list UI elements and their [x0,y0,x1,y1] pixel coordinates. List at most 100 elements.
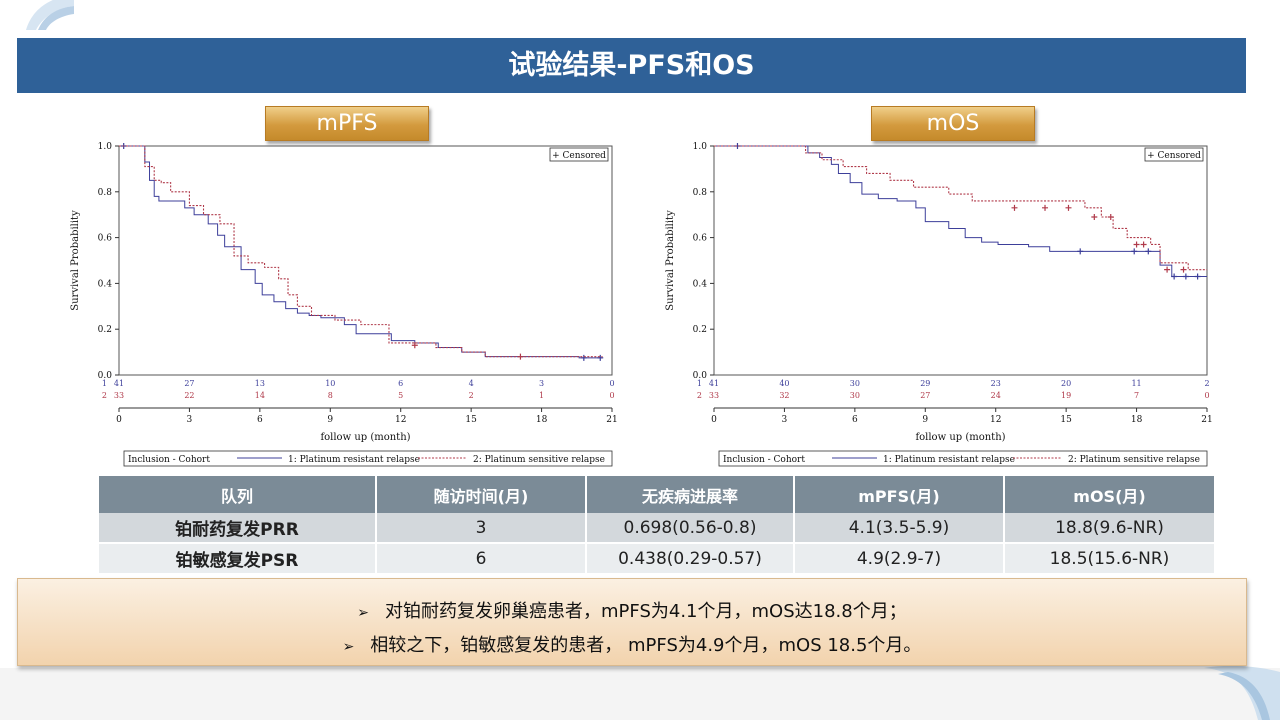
censored-legend [549,147,609,162]
at-risk-count: 41 [114,379,124,388]
y-tick-label: 0.2 [693,325,707,335]
censored-legend-label: + Censored [552,151,606,161]
legend-title: Inclusion - Cohort [128,455,210,465]
mos-tag: mOS [871,106,1035,141]
page-title: 试验结果-PFS和OS [17,38,1246,93]
censored-legend [1144,147,1204,162]
censored-mark [580,354,587,361]
censored-mark [1131,248,1138,255]
at-risk-count: 27 [920,391,930,400]
series-legend [718,450,1208,467]
km-line-series-1 [119,145,603,359]
header-mpfs: mPFS(月) [794,476,1005,513]
censored-mark [411,342,418,349]
legend-label: 1: Platinum resistant relapse [288,455,420,465]
censored-mark [517,353,524,360]
censored-mark [1180,266,1187,273]
x-tick-label: 3 [782,415,788,425]
header-cohort: 队列 [99,476,377,513]
x-tick-label: 21 [1201,415,1212,425]
at-risk-count: 7 [1134,391,1139,400]
at-risk-count: 24 [991,391,1001,400]
cell-mpfs: 4.9(2.9-7) [794,543,1005,573]
summary-line: ➢ 相较之下，铂敏感复发的患者， mPFS为4.9个月，mOS 18.5个月。 [18,631,1246,657]
censored-mark [1140,241,1147,248]
censored-mark [1145,248,1152,255]
censored-mark [1171,273,1178,280]
x-tick-label: 6 [852,415,858,425]
table-row: 铂敏感复发PSR 6 0.438(0.29-0.57) 4.9(2.9-7) 1… [99,543,1214,573]
cell-mos: 18.5(15.6-NR) [1004,543,1214,573]
y-tick-label: 0.6 [693,234,708,244]
footer-band [0,668,1280,720]
at-risk-count: 29 [920,379,930,388]
y-tick-label: 0.8 [98,188,113,198]
legend-label: 2: Platinum sensitive relapse [473,455,605,465]
censored-mark [1133,241,1140,248]
at-risk-count: 2 [469,391,474,400]
x-tick-label: 9 [327,415,333,425]
km-line-series-1 [714,145,1207,278]
censored-mark [1194,273,1201,280]
censored-mark [1164,266,1171,273]
header-pfs-rate: 无疾病进展率 [586,476,795,513]
x-axis-label: follow up (month) [320,432,410,443]
y-tick-label: 0.4 [693,279,708,289]
censored-mark [597,354,604,361]
legend-label: 2: Platinum sensitive relapse [1068,455,1200,465]
censored-mark [1182,273,1189,280]
x-axis-label: follow up (month) [915,432,1005,443]
cell-pfs-rate: 0.698(0.56-0.8) [586,513,795,544]
at-risk-count: 6 [398,379,403,388]
header-mos: mOS(月) [1004,476,1214,513]
at-risk-count: 30 [850,379,860,388]
at-risk-count: 11 [1131,379,1141,388]
corner-decoration-bottom [1204,665,1280,720]
y-tick-label: 1.0 [693,142,708,152]
x-tick-label: 12 [990,415,1001,425]
at-risk-count: 41 [709,379,719,388]
legend-label: 1: Platinum resistant relapse [883,455,1015,465]
at-risk-count: 8 [328,391,333,400]
at-risk-count: 3 [539,379,544,388]
y-tick-label: 0.6 [98,234,113,244]
series-legend [123,450,613,467]
cell-mos: 18.8(9.6-NR) [1004,513,1214,544]
at-risk-count: 40 [779,379,789,388]
x-tick-label: 12 [395,415,406,425]
x-tick-label: 15 [465,415,477,425]
arrow-bullet-icon: ➢ [357,605,370,621]
x-tick-label: 18 [1131,415,1143,425]
x-tick-label: 0 [116,415,122,425]
cell-cohort: 铂敏感复发PSR [99,543,377,573]
censored-mark [1107,213,1114,220]
cell-followup: 3 [376,513,587,544]
at-risk-count: 27 [184,379,194,388]
censored-mark [1077,248,1084,255]
km-chart-os: 0.0 0.2 0.4 0.6 0.8 1.0 Survival Probability + … [657,138,1217,474]
km-chart-os-svg: 0.0 0.2 0.4 0.6 0.8 1.0 Survival Probability + … [665,142,1213,467]
table-header-row: 队列 随访时间(月) 无疾病进展率 mPFS(月) mOS(月) [99,476,1214,513]
at-risk-count: 2 [1204,379,1209,388]
summary-line: ➢ 对铂耐药复发卵巢癌患者，mPFS为4.1个月，mOS达18.8个月； [18,597,1246,623]
x-tick-label: 0 [711,415,717,425]
at-risk-row-label: 2 [102,391,107,400]
at-risk-count: 14 [255,391,265,400]
summary-box: ➢ 对铂耐药复发卵巢癌患者，mPFS为4.1个月，mOS达18.8个月； ➢ 相较之… [17,578,1247,666]
table-row: 铂耐药复发PRR 3 0.698(0.56-0.8) 4.1(3.5-5.9) … [99,513,1214,544]
at-risk-row-label: 1 [102,379,107,388]
x-tick-label: 18 [536,415,548,425]
legend-title: Inclusion - Cohort [723,455,805,465]
km-chart-pfs: 0.0 0.2 0.4 0.6 0.8 1.0 Survival Probability + … [62,138,622,474]
censored-legend-label: + Censored [1147,151,1201,161]
at-risk-row-label: 1 [697,379,702,388]
at-risk-count: 19 [1061,391,1071,400]
y-axis-label: Survival Probability [70,210,81,311]
at-risk-count: 23 [991,379,1001,388]
y-tick-label: 1.0 [98,142,113,152]
at-risk-row-label: 2 [697,391,702,400]
summary-text: 相较之下，铂敏感复发的患者， mPFS为4.9个月，mOS 18.5个月。 [370,635,922,656]
plot-frame [713,145,1208,376]
x-tick-label: 6 [257,415,263,425]
header-followup: 随访时间(月) [376,476,587,513]
